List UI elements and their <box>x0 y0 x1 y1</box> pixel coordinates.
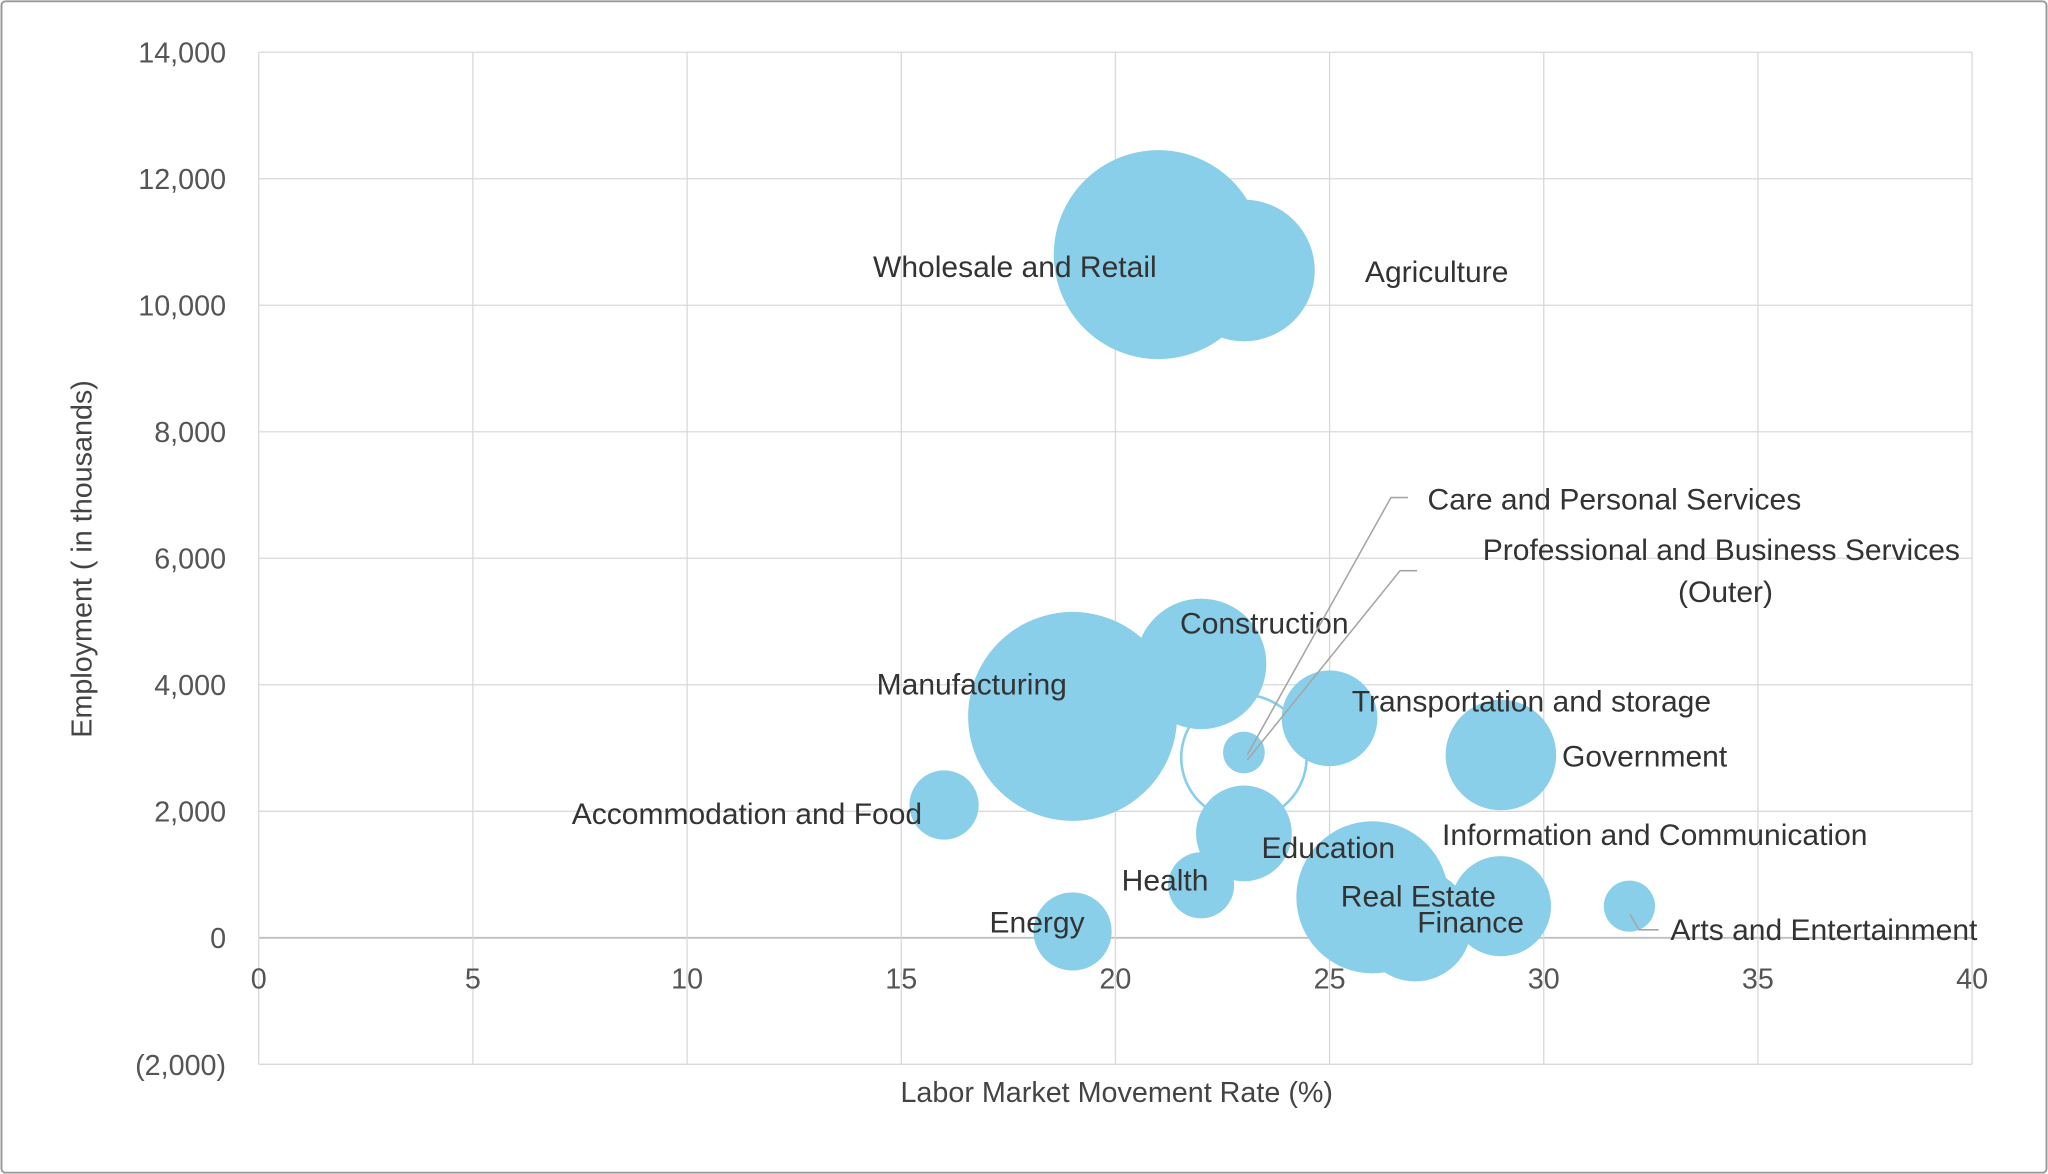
y-tick-label: 14,000 <box>138 38 226 70</box>
data-label: Agriculture <box>1365 256 1508 289</box>
data-label: Wholesale and Retail <box>873 251 1157 284</box>
y-tick-label: (2,000) <box>135 1050 226 1082</box>
bubble <box>1445 699 1557 811</box>
x-tick-label: 5 <box>465 964 481 996</box>
data-label: Real Estate <box>1341 880 1496 913</box>
data-label: Information and Communication <box>1442 819 1867 852</box>
y-tick-label: 10,000 <box>138 291 226 323</box>
y-tick-label: 0 <box>210 923 226 955</box>
x-tick-label: 10 <box>671 964 703 996</box>
y-tick-label: 4,000 <box>154 670 226 702</box>
data-label: Transportation and storage <box>1352 686 1711 719</box>
bubble <box>1168 852 1235 919</box>
labels: Agriculture Wholesale and Retail Construct… <box>572 251 1978 947</box>
bubble <box>1450 856 1552 957</box>
x-tick-label: 15 <box>885 964 917 996</box>
bubble <box>1603 880 1656 932</box>
leader-line <box>1246 569 1418 761</box>
data-label: Professional and Business Services (Oute… <box>1483 534 1960 609</box>
bubble <box>909 770 979 840</box>
leader-line <box>1629 913 1659 931</box>
bubble <box>1053 150 1263 360</box>
y-tick-label: 6,000 <box>154 544 226 576</box>
x-tick-label: 35 <box>1742 964 1774 996</box>
data-label: Health <box>1122 865 1209 898</box>
x-tick-label: 0 <box>251 964 267 996</box>
y-axis-title: Employment ( in thousands) <box>67 380 99 738</box>
bubble <box>968 611 1178 821</box>
bubbles <box>909 150 1656 982</box>
data-label: Government <box>1562 741 1728 774</box>
x-tick-label: 40 <box>1956 964 1988 996</box>
data-label: Construction <box>1180 607 1349 640</box>
x-tick-label: 20 <box>1099 964 1131 996</box>
data-label: Accommodation and Food <box>572 798 922 831</box>
leader-line <box>1246 496 1408 756</box>
y-tick-label: 8,000 <box>154 417 226 449</box>
x-tick-label: 25 <box>1314 964 1346 996</box>
bubble <box>1358 868 1472 982</box>
y-tick-label: 2,000 <box>154 797 226 829</box>
data-label: Finance <box>1417 906 1524 939</box>
y-tick-label: 12,000 <box>138 164 226 196</box>
data-label: Manufacturing <box>877 669 1067 702</box>
bubble <box>1033 892 1112 971</box>
data-label: Arts and Entertainment <box>1670 914 1978 947</box>
data-label: Energy <box>990 906 1085 939</box>
data-label: Care and Personal Services <box>1428 483 1802 516</box>
x-tick-label: 30 <box>1528 964 1560 996</box>
bubble <box>1281 670 1378 767</box>
x-axis-title: Labor Market Movement Rate (%) <box>900 1077 1333 1109</box>
data-label: Education <box>1262 832 1396 865</box>
bubble <box>1223 731 1265 774</box>
bubble <box>1196 785 1292 882</box>
